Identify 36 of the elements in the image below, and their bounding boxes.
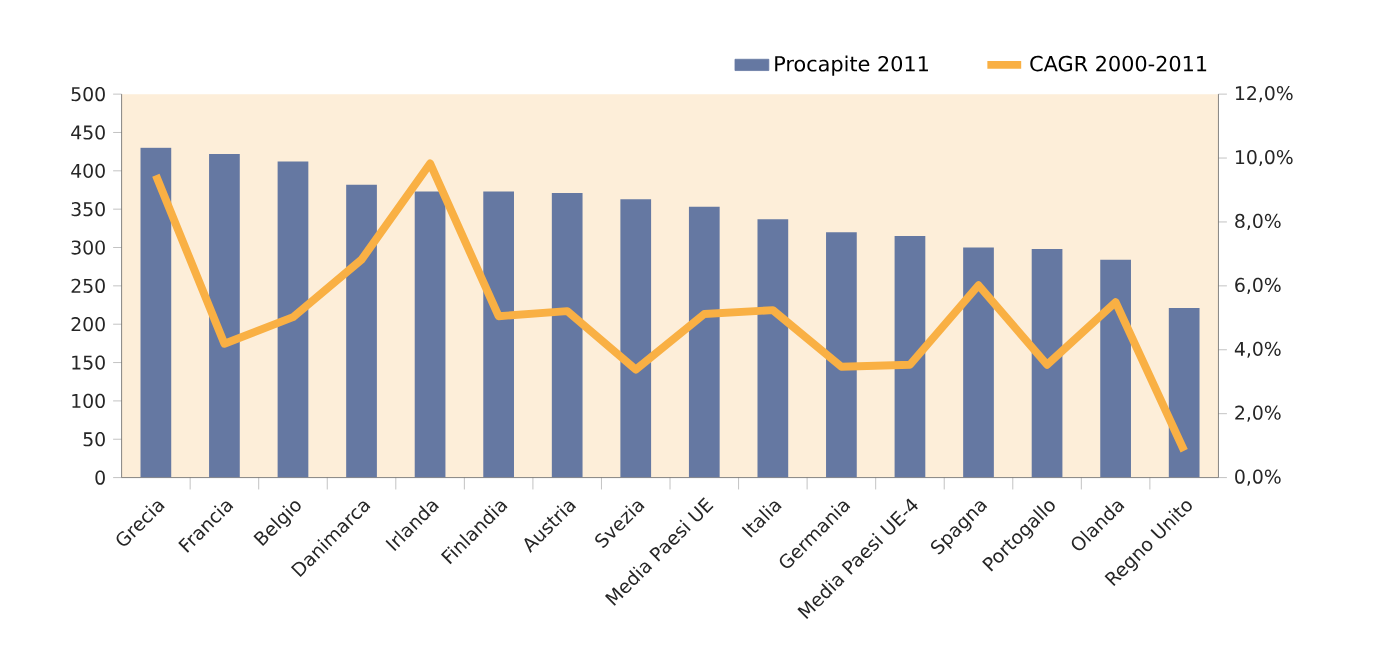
bar: [551, 193, 583, 478]
bar: [1100, 259, 1131, 478]
y-tick-label: 300: [71, 240, 105, 255]
y-tick-label: 150: [72, 355, 105, 370]
bar: [209, 153, 240, 478]
y2-tick-label: 4,0%: [1234, 341, 1281, 358]
y-tick-label: 250: [71, 278, 105, 293]
legend-label: CAGR 2000-2011: [1030, 55, 1207, 72]
y2-tick-label: 8,0%: [1235, 213, 1281, 231]
y-tick-label: 50: [83, 432, 105, 447]
bar: [963, 247, 994, 478]
y2-tick-label: 6,0%: [1235, 277, 1281, 294]
bar: [1168, 308, 1200, 478]
bar: [620, 199, 652, 478]
bar: [414, 191, 446, 478]
y2-tick-label: 2,0%: [1235, 405, 1281, 422]
bar: [277, 161, 309, 478]
bar: [826, 232, 857, 478]
bar: [688, 206, 720, 478]
y2-tick-label: 10,0%: [1235, 149, 1293, 167]
bar: [346, 184, 377, 478]
bar: [483, 191, 514, 478]
bar: [757, 219, 789, 478]
y2-tick-label: 12,0%: [1235, 86, 1293, 103]
y-tick-label: 500: [71, 87, 105, 102]
y-tick-label: 350: [71, 202, 105, 217]
y-tick-label: 400: [71, 163, 105, 178]
y-tick-label: 100: [72, 393, 105, 409]
y-tick-label: 450: [71, 125, 105, 140]
y-tick-label: 200: [71, 317, 105, 332]
bar: [140, 147, 172, 478]
bar: [1031, 249, 1063, 478]
legend-label: Procapite 2011: [775, 55, 928, 76]
bar: [894, 236, 926, 478]
y2-tick-label: 0,0%: [1235, 469, 1281, 486]
y-tick-label: 0: [95, 470, 105, 485]
